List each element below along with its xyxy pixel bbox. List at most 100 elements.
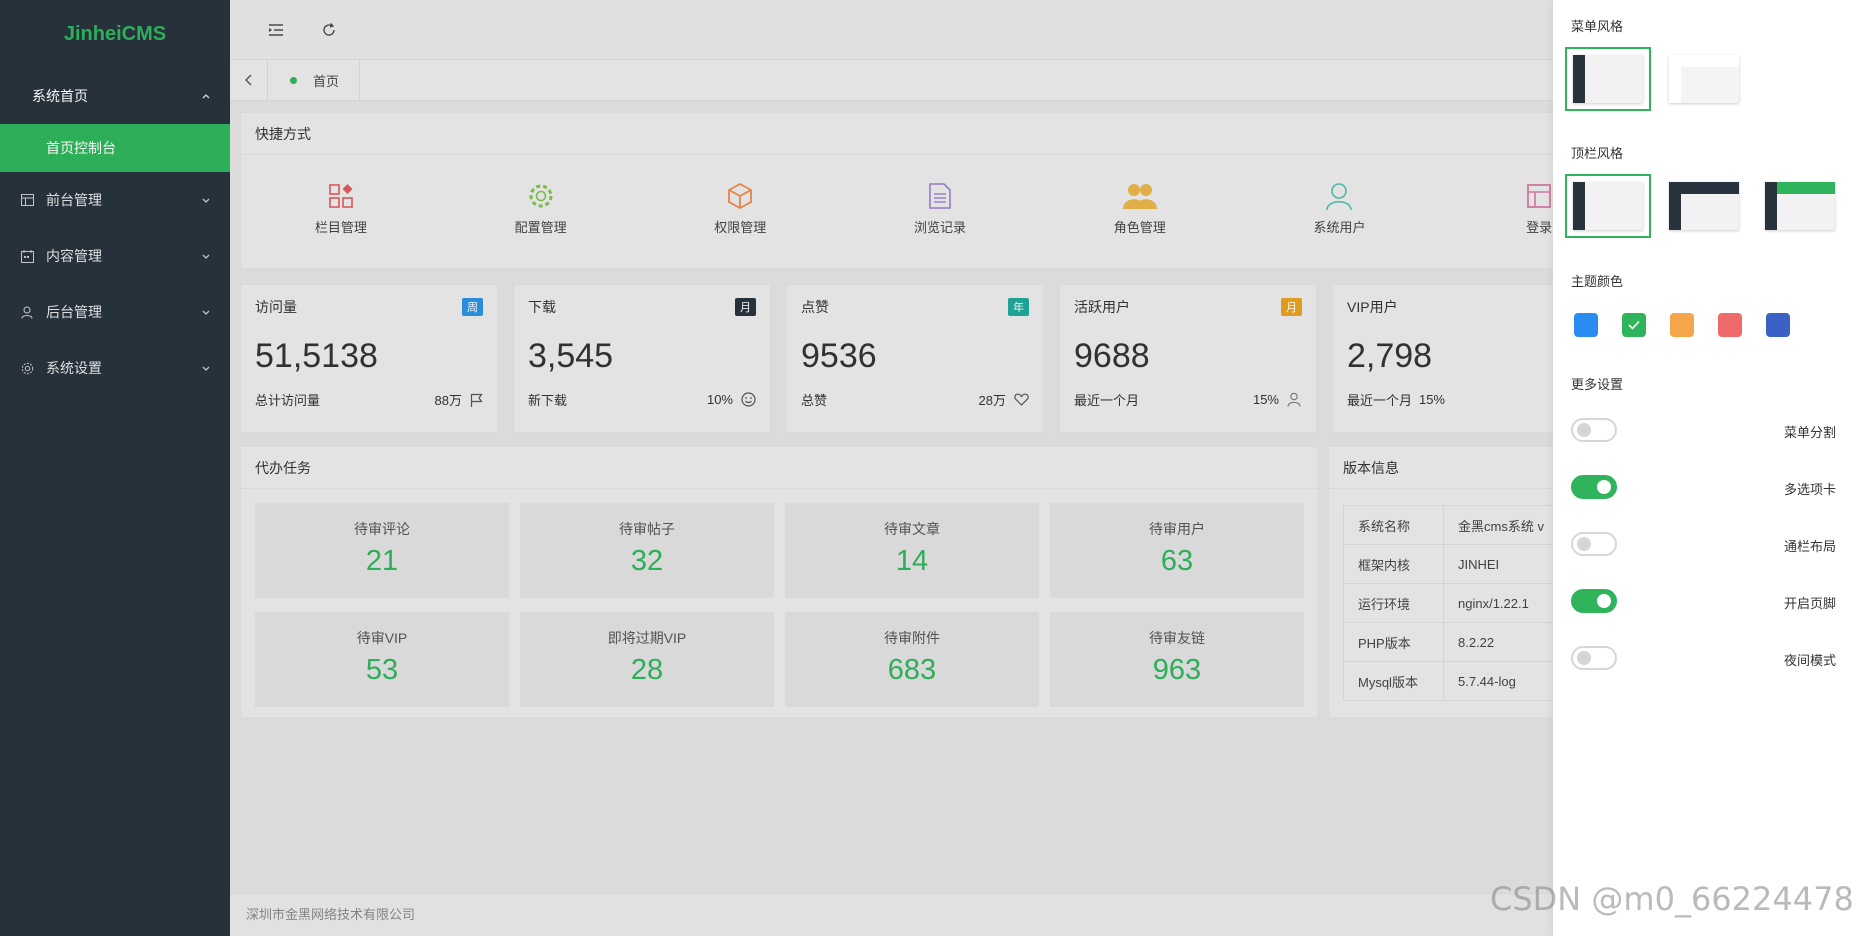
todo-item[interactable]: 待审文章 14 <box>785 503 1039 598</box>
top-style-default[interactable] <box>1565 174 1651 238</box>
sidebar-item-console[interactable]: 首页控制台 <box>0 124 230 172</box>
toggle-switch[interactable] <box>1571 589 1617 613</box>
stat-footer: 总计访问量 <box>255 393 321 408</box>
stat-card-vip-users: VIP用户 2,798 最近一个月 15% <box>1332 284 1590 433</box>
table-icon <box>1439 181 1639 211</box>
menu-fold-icon[interactable] <box>265 19 287 41</box>
toggle-switch[interactable] <box>1571 646 1617 670</box>
todo-count: 32 <box>630 545 664 577</box>
cube-icon <box>640 181 840 211</box>
todo-item[interactable]: 待审友链 963 <box>1050 612 1304 707</box>
card-title: 快捷方式 <box>241 113 1639 155</box>
table-icon <box>20 193 34 207</box>
shortcut-label: 权限管理 <box>714 220 767 235</box>
shortcut-system-user[interactable]: 系统用户 <box>1240 181 1440 236</box>
setting-label: 夜间模式 <box>1783 653 1836 668</box>
section-title: 主题颜色 <box>1571 274 1624 289</box>
stat-extra: 28万 <box>978 393 1006 408</box>
tab-home[interactable]: 首页 <box>268 60 361 100</box>
theme-color-red[interactable] <box>1718 313 1742 337</box>
theme-color-navy[interactable] <box>1766 313 1790 337</box>
table-key: 运行环境 <box>1343 583 1444 623</box>
todo-item[interactable]: 待审用户 63 <box>1050 503 1304 598</box>
theme-color-blue[interactable] <box>1574 313 1598 337</box>
thumb-preview <box>1669 182 1739 230</box>
todo-label: 待审友链 <box>1149 630 1205 646</box>
sidebar-item-label: 前台管理 <box>46 192 102 208</box>
status-badge: 月 <box>735 298 756 316</box>
theme-color-green[interactable] <box>1622 313 1646 337</box>
setting-label: 多选项卡 <box>1783 482 1836 497</box>
todo-label: 待审VIP <box>356 630 408 646</box>
sidebar-item-frontend[interactable]: 前台管理 <box>0 172 230 228</box>
top-style-dark[interactable] <box>1661 174 1747 238</box>
todo-item[interactable]: 待审VIP 53 <box>255 612 509 707</box>
status-badge: 年 <box>1008 298 1029 316</box>
shortcut-label: 角色管理 <box>1113 220 1166 235</box>
thumb-preview <box>1765 182 1835 230</box>
setting-label: 开启页脚 <box>1783 596 1836 611</box>
watermark: CSDN @m0_66224478 <box>1490 880 1854 918</box>
section-title: 菜单风格 <box>1571 19 1624 34</box>
tab-label: 首页 <box>313 73 340 89</box>
chevron-left-icon[interactable] <box>230 60 268 100</box>
shortcuts-card: 快捷方式 栏目管理 配置管理 权限管理 <box>240 112 1640 269</box>
app-logo[interactable]: JinheiCMS <box>63 22 167 45</box>
menu-style-light[interactable] <box>1661 47 1747 111</box>
section-title: 顶栏风格 <box>1571 146 1624 161</box>
toggle-switch[interactable] <box>1571 418 1617 442</box>
shortcut-config-manage[interactable]: 配置管理 <box>441 181 641 236</box>
heart-icon <box>1014 393 1029 406</box>
shortcut-role-manage[interactable]: 角色管理 <box>1040 181 1240 236</box>
check-icon <box>1628 320 1640 330</box>
toggle-knob <box>1577 423 1591 437</box>
status-badge: 月 <box>1281 298 1302 316</box>
card-title: 代办任务 <box>241 447 1317 489</box>
todo-label: 待审用户 <box>1149 521 1205 537</box>
todo-label: 待审附件 <box>884 630 940 646</box>
todo-grid: 待审评论 21 待审帖子 32 待审文章 14 待审用户 63 待审VIP 53 即将过期… <box>241 489 1317 721</box>
settings-panel: 菜单风格 顶栏风格 主题颜色 更多设置 菜单分割 多选项卡 通栏布局 开启页脚 <box>1553 0 1872 936</box>
setting-label: 菜单分割 <box>1783 425 1836 440</box>
thumb-preview <box>1669 55 1739 103</box>
todo-item[interactable]: 待审帖子 32 <box>520 503 774 598</box>
shortcut-label: 系统用户 <box>1313 220 1366 235</box>
stat-card-likes: 点赞 年 9536 总赞 28万 <box>786 284 1044 433</box>
chevron-down-icon <box>202 198 210 203</box>
stat-card-active-users: 活跃用户 月 9688 最近一个月 15% <box>1059 284 1317 433</box>
refresh-icon[interactable] <box>318 19 340 41</box>
chevron-down-icon <box>202 366 210 371</box>
stat-title: 活跃用户 <box>1074 299 1130 315</box>
stat-card-visits: 访问量 周 51,5138 总计访问量 88万 <box>240 284 498 433</box>
todo-count: 53 <box>365 654 399 686</box>
sidebar-item-backend[interactable]: 后台管理 <box>0 284 230 340</box>
menu-style-dark[interactable] <box>1565 47 1651 111</box>
toggle-knob <box>1597 480 1611 494</box>
toggle-switch[interactable] <box>1571 475 1617 499</box>
shortcut-browse-log[interactable]: 浏览记录 <box>840 181 1040 236</box>
stat-value: 3,545 <box>528 337 614 375</box>
sidebar-item-label: 首页控制台 <box>46 140 116 156</box>
gear-icon <box>441 181 641 211</box>
chevron-down-icon <box>202 310 210 315</box>
todo-item[interactable]: 待审附件 683 <box>785 612 1039 707</box>
sidebar-item-home[interactable]: 系统首页 <box>0 68 230 124</box>
setting-footer: 开启页脚 <box>1571 589 1836 615</box>
shortcut-column-manage[interactable]: 栏目管理 <box>241 181 441 236</box>
top-style-theme[interactable] <box>1757 174 1843 238</box>
sidebar-item-content[interactable]: 内容管理 <box>0 228 230 284</box>
user-icon <box>1287 392 1301 407</box>
toggle-switch[interactable] <box>1571 532 1617 556</box>
shortcut-login[interactable]: 登录 <box>1439 181 1639 236</box>
theme-color-orange[interactable] <box>1670 313 1694 337</box>
todo-item[interactable]: 即将过期VIP 28 <box>520 612 774 707</box>
stat-extra: 88万 <box>434 393 462 408</box>
todo-item[interactable]: 待审评论 21 <box>255 503 509 598</box>
stat-extra: 15% <box>1418 392 1445 407</box>
todo-count: 21 <box>365 545 399 577</box>
setting-night-mode: 夜间模式 <box>1571 646 1836 672</box>
sidebar-item-settings[interactable]: 系统设置 <box>0 340 230 396</box>
setting-multi-tabs: 多选项卡 <box>1571 475 1836 501</box>
shortcut-permission-manage[interactable]: 权限管理 <box>640 181 840 236</box>
table-key: PHP版本 <box>1343 622 1444 662</box>
